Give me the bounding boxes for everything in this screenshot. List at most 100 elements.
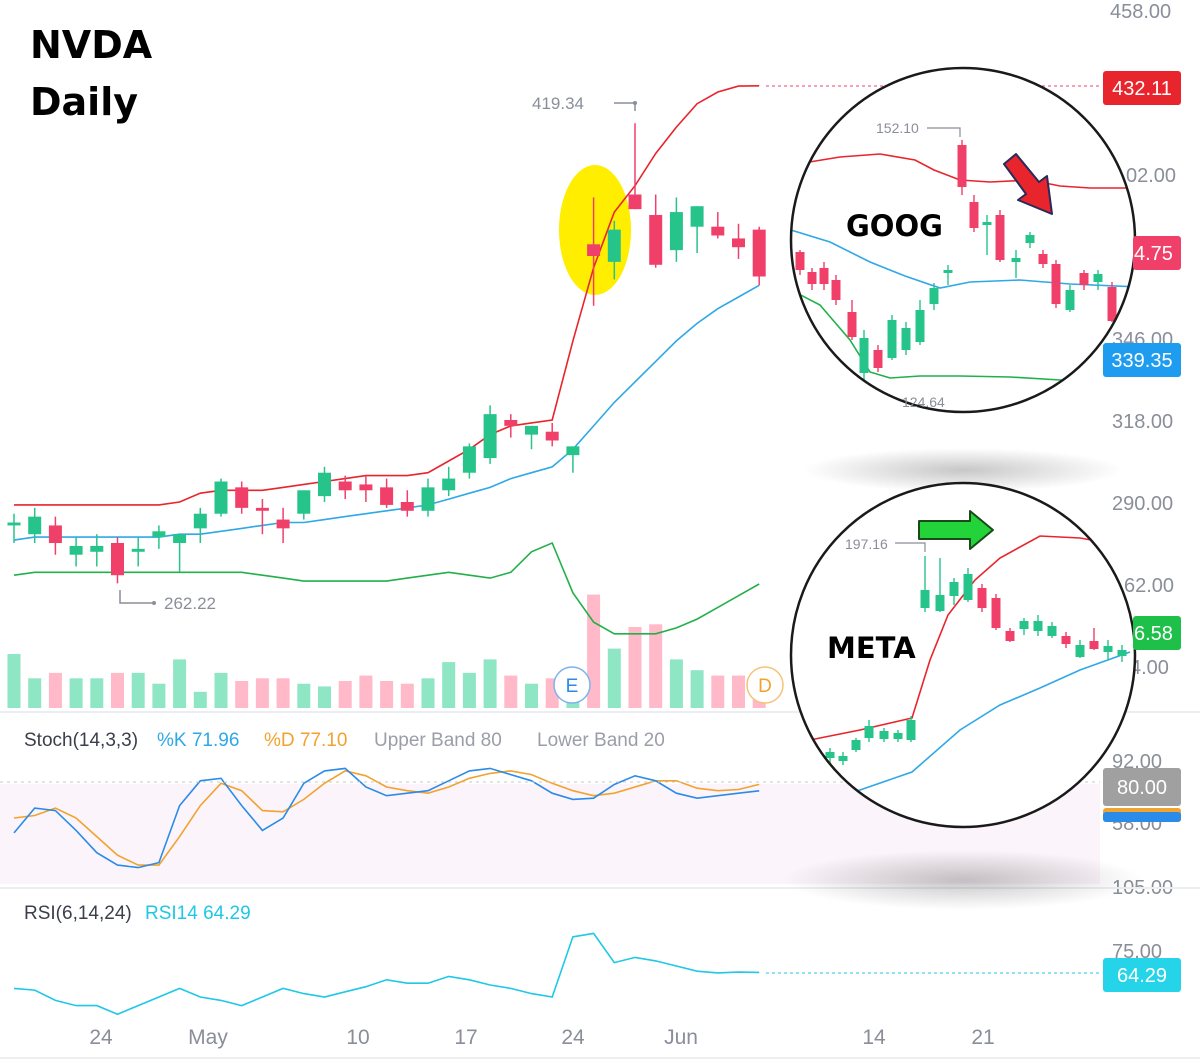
candle	[732, 223, 745, 259]
inset-candle	[901, 322, 911, 355]
dividend-marker[interactable]: D	[746, 666, 784, 704]
stoch-name: Stoch(14,3,3)	[24, 730, 138, 751]
candle-body	[462, 446, 476, 473]
inset-candle	[991, 594, 1001, 630]
candle	[752, 226, 766, 286]
inset-candle	[969, 195, 979, 232]
inset-candle-body	[982, 222, 992, 225]
inset-candle	[1061, 632, 1071, 648]
volume-bar	[525, 683, 538, 708]
inset-candle	[838, 752, 848, 765]
date-tick: 24	[89, 1026, 113, 1049]
inset-candle	[864, 720, 874, 742]
candle	[421, 478, 435, 517]
upper-band-value: 432.11	[1112, 78, 1172, 100]
inset-candle-body	[893, 733, 903, 739]
inset-candle-body	[906, 720, 916, 740]
candle-body	[297, 490, 311, 514]
candle	[566, 446, 580, 473]
earnings-marker[interactable]: E	[553, 666, 591, 704]
inset-candle	[1038, 250, 1048, 268]
earnings-label: E	[566, 676, 579, 697]
price-tick: 458.00	[1110, 1, 1171, 23]
candle-body	[338, 481, 352, 491]
inset-candle-body	[949, 582, 959, 596]
candle-body	[649, 215, 663, 265]
candle-body	[152, 531, 166, 538]
inset-candle	[1051, 260, 1061, 308]
inset-candle-body	[1079, 273, 1089, 285]
inset-candle-body	[847, 312, 857, 337]
inset-candle-body	[991, 598, 1001, 628]
volume-bars	[7, 594, 766, 708]
inset-candle-body	[1093, 274, 1103, 282]
stochastic-lines	[13, 767, 760, 869]
inset-candle-body	[1103, 646, 1113, 652]
inset-candle	[1011, 250, 1021, 278]
candle-body	[752, 229, 766, 277]
inset-candle	[1047, 622, 1057, 638]
candle	[400, 490, 414, 517]
candle	[587, 197, 601, 306]
candle-body	[400, 502, 414, 511]
candle-body	[276, 519, 290, 529]
volume-bar	[732, 675, 745, 708]
middle-band-value: 4.75	[1134, 243, 1173, 265]
candle-body	[711, 226, 725, 236]
middle-band-line	[13, 284, 760, 541]
goog-high-label: 152.10	[876, 120, 919, 136]
candle	[235, 481, 249, 514]
inset-candle-body	[1065, 290, 1075, 310]
meta-label: META	[827, 631, 916, 665]
goog-inset[interactable]: GOOG 152.10 124.64	[789, 66, 1140, 414]
inset-candle	[887, 315, 897, 360]
volume-bar	[131, 672, 145, 708]
stoch-d-line	[13, 770, 760, 866]
candle	[711, 212, 725, 239]
date-axis: 24 May 10 17 24 Jun 14 21	[0, 1026, 1200, 1059]
inset-candle	[873, 345, 883, 372]
candle-body	[111, 543, 124, 576]
volume-bar	[607, 648, 621, 708]
inset-candle	[929, 283, 939, 310]
inset-candle-body	[957, 145, 967, 187]
candle	[628, 123, 642, 210]
volume-bar	[690, 670, 704, 708]
inset-candle	[943, 265, 953, 285]
green-right-arrow	[918, 510, 994, 550]
volume-bar	[152, 683, 166, 708]
inset-candle-body	[1075, 645, 1085, 657]
candle-body	[732, 238, 745, 248]
candle-body	[131, 548, 145, 552]
candle	[131, 537, 145, 567]
chart-ticker: NVDA	[30, 23, 153, 67]
inset-candle-body	[1047, 626, 1057, 636]
candle	[173, 534, 187, 573]
volume-bar	[28, 678, 42, 708]
inset-candle	[1005, 628, 1015, 642]
rsi-tag: 64.29	[1103, 958, 1181, 992]
upper-band-tag: 432.11	[1103, 71, 1181, 105]
inset-candle-body	[831, 280, 841, 300]
volume-bar	[504, 675, 518, 708]
price-tick: 62.00	[1124, 575, 1174, 597]
inset-candle	[819, 262, 829, 290]
candle-body	[421, 487, 435, 511]
inset-candle-body	[873, 350, 883, 368]
volume-bar	[711, 675, 725, 708]
rsi-name: RSI(6,14,24)	[24, 903, 132, 924]
candle-body	[7, 522, 21, 526]
volume-bar	[173, 659, 187, 708]
inset-candle-body	[825, 752, 835, 758]
candle	[359, 475, 373, 502]
volume-bar	[587, 594, 601, 708]
volume-bar	[338, 681, 352, 708]
inset-candle	[963, 568, 973, 602]
stoch-k-line	[13, 767, 760, 869]
price-tick: 02.00	[1126, 165, 1176, 187]
candle-body	[318, 472, 331, 497]
candle-body	[173, 534, 187, 543]
meta-inset[interactable]: META 197.16	[789, 481, 1137, 829]
inset-candle-body	[969, 202, 979, 228]
